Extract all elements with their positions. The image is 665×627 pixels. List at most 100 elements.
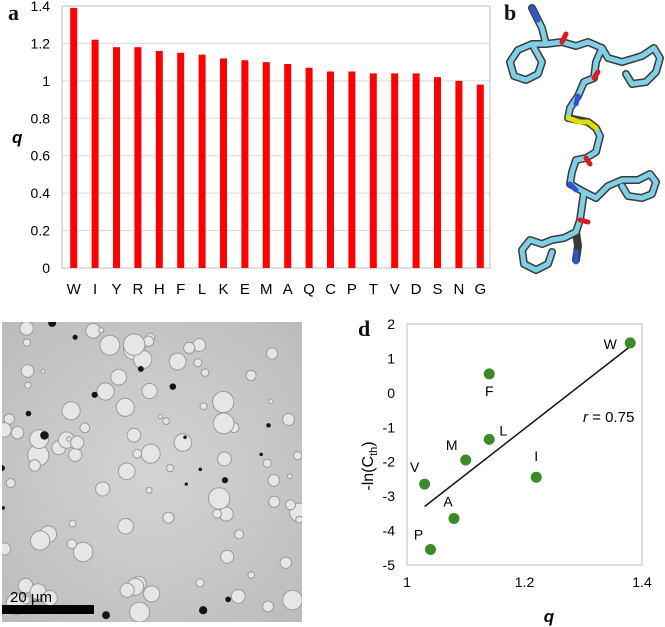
droplet: [99, 334, 121, 356]
droplet: [141, 382, 158, 400]
point-W: [624, 337, 636, 349]
droplet: [145, 486, 153, 494]
panel-label-b: b: [504, 0, 517, 25]
droplet: [265, 347, 279, 360]
x-tick-label: A: [283, 281, 293, 298]
x-tick-label: T: [369, 281, 378, 298]
bar-Q: [305, 67, 313, 268]
dark-particle: [48, 322, 57, 327]
droplet: [293, 451, 302, 461]
droplet: [220, 549, 235, 564]
droplet: [267, 474, 281, 487]
droplet: [183, 341, 196, 355]
y-tick-label: 2: [387, 316, 395, 332]
droplet: [262, 600, 275, 613]
droplet: [117, 517, 135, 535]
y-tick-label: -2: [383, 454, 396, 470]
droplet: [166, 464, 175, 473]
y-tick-label: 0.8: [31, 110, 51, 126]
x-tick-label: M: [260, 281, 273, 298]
molecule-stick-model: [506, 4, 664, 274]
x-tick-label: I: [93, 281, 97, 298]
y-tick-label: 0.4: [31, 185, 51, 201]
y-tick-label: 1: [42, 73, 50, 89]
y-tick-labels: 0 0.2 0.4 0.6 0.8 1 1.2 1.4: [31, 0, 51, 276]
y-tick-label: 1.2: [31, 35, 51, 51]
droplet: [2, 542, 12, 556]
x-tick-label: R: [132, 281, 143, 298]
droplet: [79, 422, 91, 434]
bar-D: [412, 73, 420, 268]
droplet: [115, 397, 135, 417]
droplet: [212, 508, 222, 519]
panel-label-d: d: [358, 316, 371, 341]
droplet: [122, 333, 146, 356]
x-tick-label: H: [154, 281, 165, 298]
droplet: [199, 402, 208, 411]
droplet: [282, 589, 302, 611]
droplet: [162, 417, 170, 425]
droplet: [70, 435, 85, 450]
bars: [70, 7, 484, 269]
x-tick-label: 1: [403, 574, 411, 590]
point-I: [530, 471, 542, 483]
scale-bar: [2, 605, 94, 614]
droplet: [132, 448, 143, 459]
bar-P: [348, 71, 356, 268]
droplet: [21, 595, 31, 605]
droplet: [157, 413, 164, 420]
droplet: [30, 530, 51, 551]
x-tick-label: V: [390, 281, 400, 298]
y-tick-label: 0: [387, 385, 395, 401]
bar-W: [70, 7, 78, 268]
x-tick-label: W: [67, 281, 82, 298]
droplet: [68, 519, 77, 528]
droplet: [66, 436, 72, 442]
point-P: [425, 544, 436, 556]
droplet: [40, 368, 46, 374]
droplet: [268, 495, 281, 508]
droplet: [5, 478, 16, 489]
bar-I: [91, 39, 99, 268]
dark-particle: [183, 435, 187, 440]
point-F: [483, 368, 495, 380]
y-tick-label: -3: [383, 488, 396, 504]
droplet: [245, 369, 257, 382]
droplet: [126, 427, 142, 443]
dark-particle: [2, 506, 5, 510]
droplet: [117, 462, 136, 481]
point-V: [419, 478, 431, 490]
droplet: [287, 473, 293, 480]
x-tick-label: C: [325, 281, 336, 298]
droplet: [195, 578, 205, 588]
y-tick-label: -1: [383, 419, 396, 435]
dark-particle: [259, 452, 263, 457]
plot-frame: [406, 323, 643, 566]
droplet: [2, 422, 12, 438]
droplet: [110, 368, 128, 386]
dark-particle: [102, 611, 110, 620]
x-tick-labels: 1 1.2 1.4: [403, 574, 652, 590]
dark-particle: [40, 431, 49, 440]
droplet: [216, 451, 232, 467]
bar-S: [434, 77, 441, 268]
droplet: [68, 447, 83, 463]
droplet: [279, 556, 293, 569]
droplet: [200, 368, 210, 377]
droplet: [19, 322, 34, 336]
x-tick-label: K: [218, 281, 228, 298]
bar-H: [155, 50, 163, 268]
trendline: [424, 345, 631, 508]
droplet: [98, 327, 105, 334]
droplet: [22, 338, 32, 347]
bar-M: [262, 62, 270, 269]
droplet: [268, 398, 274, 405]
droplet: [282, 413, 295, 426]
x-tick-label: N: [453, 281, 464, 298]
data-points: [419, 337, 636, 556]
point-label: W: [604, 336, 618, 352]
droplets-texture: [2, 322, 302, 622]
dark-particle: [72, 334, 78, 340]
